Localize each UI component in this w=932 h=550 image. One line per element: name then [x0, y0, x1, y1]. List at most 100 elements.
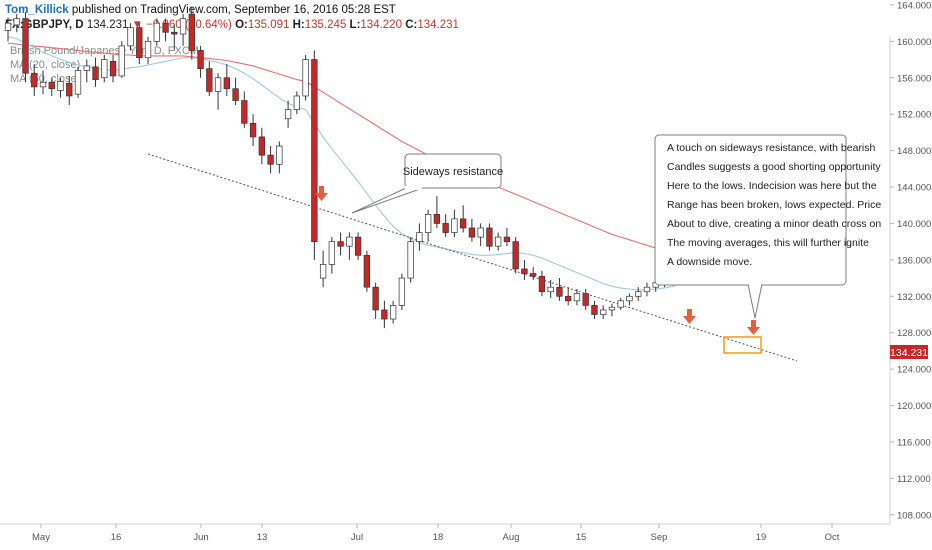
candle [608, 303, 616, 317]
x-tick-label: 13 [257, 532, 268, 543]
candle [293, 91, 300, 115]
candle [22, 12, 29, 83]
candle [477, 223, 484, 247]
x-tick-label: Sep [651, 532, 668, 543]
y-tick-label: 152.000 [897, 110, 931, 121]
candle [363, 250, 371, 292]
candle [407, 237, 414, 283]
analysis-line: Candles suggests a good shorting opportu… [667, 161, 881, 173]
candle [276, 141, 283, 174]
candle [573, 288, 581, 306]
x-tick-label: 19 [756, 532, 767, 543]
candle [101, 54, 108, 83]
candle [162, 18, 169, 42]
candle [83, 59, 90, 83]
candle [302, 54, 309, 101]
candle [311, 50, 318, 260]
candle [284, 100, 292, 128]
x-tick-label: Oct [825, 532, 840, 543]
candle [57, 77, 64, 98]
low-label: L: [349, 19, 361, 31]
candle [521, 259, 528, 280]
y-axis: 108.000 112.000 116.000 120.000 124.000 128.0… [890, 0, 931, 521]
candle [13, 14, 20, 33]
candle [495, 232, 502, 251]
candle [433, 196, 441, 228]
candle [214, 73, 222, 110]
published-text: published on TradingView.com, September … [71, 4, 396, 16]
candle [600, 305, 607, 320]
y-tick-label: 120.000 [897, 401, 931, 412]
y-tick-label: 108.000 [897, 510, 931, 521]
candle [136, 23, 143, 65]
consolidation-highlight-box [723, 336, 762, 354]
candle [416, 223, 423, 251]
candle [206, 61, 213, 96]
x-tick-label: Aug [503, 532, 520, 543]
candle [460, 205, 467, 233]
candle [241, 91, 248, 128]
down-arrow-icon [747, 320, 760, 335]
candle [381, 300, 388, 329]
candle [442, 214, 449, 238]
close-label: C: [405, 19, 418, 31]
ma20-series [7, 36, 753, 291]
current-price-label: 134.231 [890, 347, 928, 359]
candle [389, 300, 397, 324]
candle [258, 127, 265, 165]
candle [66, 75, 73, 106]
ma20-line [7, 36, 753, 291]
x-tick-label: May [32, 532, 50, 543]
candle [354, 232, 362, 260]
y-tick-label: 148.000 [897, 146, 931, 157]
candle [118, 41, 125, 78]
candle [197, 45, 204, 78]
candle [31, 64, 38, 96]
current-price-tag: 134.231 [890, 345, 928, 359]
candle [372, 282, 379, 320]
ma50-line [7, 42, 753, 267]
candle [346, 232, 353, 260]
candle [267, 146, 274, 174]
candle [451, 209, 458, 238]
ma50-series [7, 42, 753, 267]
y-tick-label: 164.000 [897, 0, 931, 11]
candle [538, 270, 546, 297]
down-arrow-icon [315, 186, 328, 201]
sideways-label: Sideways resistance [403, 166, 503, 178]
candle [591, 300, 598, 320]
candle [92, 57, 99, 87]
candle [39, 70, 47, 95]
analysis-text: A touch on sideways resistance, with bea… [667, 142, 881, 268]
candle [4, 17, 12, 42]
candle [565, 287, 572, 306]
candle [503, 227, 511, 247]
low-value: 134.220 [360, 19, 402, 31]
high-value: 135.245 [304, 19, 347, 31]
candle [635, 287, 642, 301]
close-value: 134.231 [417, 19, 459, 31]
sideways-resistance-trendline [147, 153, 798, 362]
candle [48, 77, 55, 96]
x-tick-label: 16 [111, 532, 122, 543]
open-value: 135.091 [247, 19, 290, 31]
last-price: 134.231 [86, 19, 129, 31]
y-tick-label: 112.000 [897, 474, 931, 485]
candle [582, 288, 589, 310]
analysis-line: About to dive, creating a minor death cr… [667, 218, 881, 230]
candle [179, 14, 187, 46]
candle [617, 298, 624, 310]
x-tick-label: Jul [351, 532, 363, 543]
candle [232, 77, 239, 106]
candle [556, 278, 563, 301]
candle [171, 24, 178, 51]
candle [424, 209, 432, 242]
down-arrow-icon: ▼ [131, 19, 143, 31]
analysis-callout[interactable]: A touch on sideways resistance, with bea… [654, 134, 881, 319]
y-tick-label: 144.000 [897, 183, 931, 194]
y-tick-label: 156.000 [897, 73, 931, 84]
author-link[interactable]: Tom_Killick [5, 4, 69, 16]
x-tick-label: Jun [193, 532, 208, 543]
sideways-resistance-callout[interactable]: Sideways resistance [351, 153, 503, 214]
